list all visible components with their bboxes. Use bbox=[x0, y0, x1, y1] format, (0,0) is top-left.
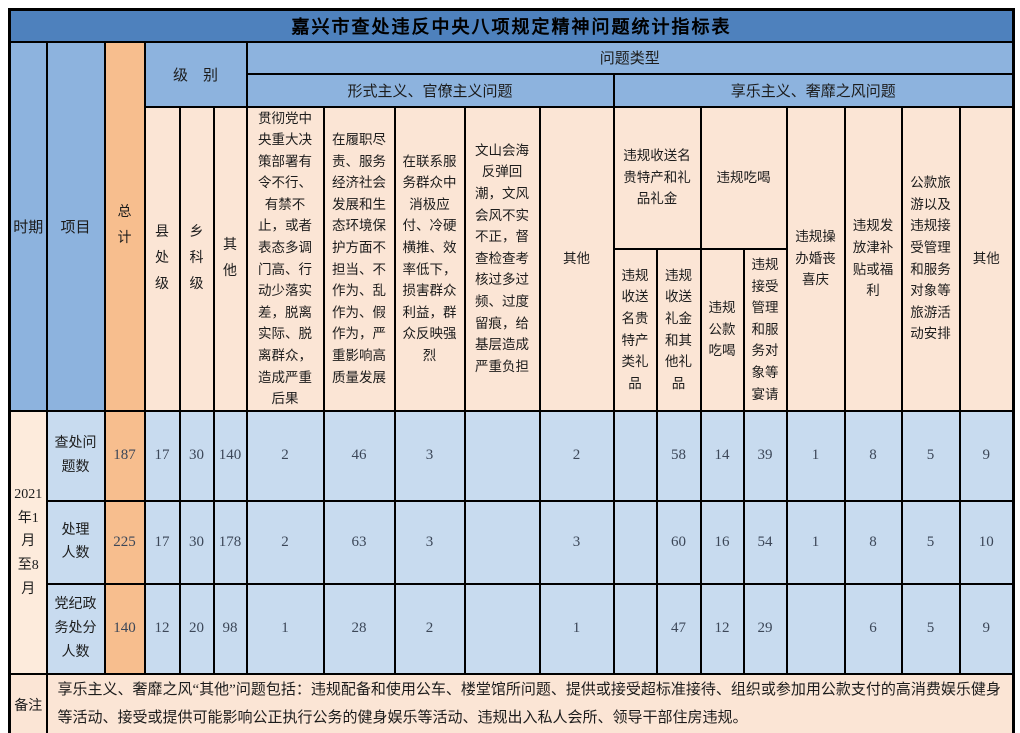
header-level-col-county-label: 县处级 bbox=[154, 224, 169, 292]
data-cell: 58 bbox=[655, 409, 702, 502]
data-cell: 3 bbox=[393, 409, 466, 502]
table-title: 嘉兴市查处违反中央八项规定精神问题统计指标表 bbox=[8, 8, 1015, 43]
data-cell: 98 bbox=[212, 582, 248, 675]
data-cell: 17 bbox=[143, 409, 181, 502]
data-cell: 1 bbox=[538, 582, 615, 675]
data-cell: 3 bbox=[393, 499, 466, 585]
data-cell: 14 bbox=[699, 409, 745, 502]
data-cell: 54 bbox=[742, 499, 788, 585]
data-cell: 2 bbox=[538, 409, 615, 502]
data-cell: 30 bbox=[178, 499, 215, 585]
data-cell: 1 bbox=[785, 499, 846, 585]
header-formalism-col-2: 在联系服务群众中消极应付、冷硬横推、效率低下，损害群众利益，群众反映强烈 bbox=[393, 105, 466, 412]
data-cell: 12 bbox=[699, 582, 745, 675]
data-cell bbox=[463, 582, 541, 675]
data-cell: 8 bbox=[843, 409, 903, 502]
header-level-col-other: 其他 bbox=[212, 105, 248, 412]
data-cell: 46 bbox=[322, 409, 396, 502]
data-cell bbox=[785, 582, 846, 675]
header-gift-col-0: 违规收送名贵特产类礼品 bbox=[612, 247, 658, 412]
header-level: 级 别 bbox=[143, 40, 248, 108]
header-level-col-other-label: 其他 bbox=[222, 237, 237, 279]
header-hedonism-col-other: 其他 bbox=[958, 105, 1015, 412]
row-total-0: 187 bbox=[103, 409, 146, 502]
row-total-2: 140 bbox=[103, 582, 146, 675]
header-hedonism-group: 享乐主义、奢靡之风问题 bbox=[612, 72, 1015, 108]
row-label-0: 查处问 题数 bbox=[45, 409, 106, 502]
header-total-label: 总计 bbox=[117, 205, 132, 247]
header-gift-group: 违规收送名贵特产和礼品礼金 bbox=[612, 105, 702, 250]
data-cell: 12 bbox=[143, 582, 181, 675]
data-cell: 10 bbox=[958, 499, 1015, 585]
row-total-1: 225 bbox=[103, 499, 146, 585]
data-cell: 30 bbox=[178, 409, 215, 502]
data-cell: 178 bbox=[212, 499, 248, 585]
data-cell: 29 bbox=[742, 582, 788, 675]
row-label-1: 处理 人数 bbox=[45, 499, 106, 585]
header-formalism-group: 形式主义、官僚主义问题 bbox=[245, 72, 615, 108]
header-period: 时期 bbox=[8, 40, 48, 412]
statistics-table: 嘉兴市查处违反中央八项规定精神问题统计指标表 时期 项目 总计 级 别 问题类型… bbox=[8, 8, 1016, 733]
header-total: 总计 bbox=[103, 40, 146, 412]
data-cell: 28 bbox=[322, 582, 396, 675]
header-level-col-county: 县处级 bbox=[143, 105, 181, 412]
data-cell: 9 bbox=[958, 582, 1015, 675]
data-cell bbox=[463, 409, 541, 502]
data-cell: 2 bbox=[245, 499, 325, 585]
header-hedonism-col-travel: 公款旅游以及违规接受管理和服务对象等旅游活动安排 bbox=[900, 105, 961, 412]
data-cell: 140 bbox=[212, 409, 248, 502]
header-formalism-col-other: 其他 bbox=[538, 105, 615, 412]
data-cell: 5 bbox=[900, 409, 961, 502]
header-project: 项目 bbox=[45, 40, 106, 412]
data-cell bbox=[612, 409, 658, 502]
header-hedonism-col-allowance: 违规发放津补贴或福利 bbox=[843, 105, 903, 412]
data-cell bbox=[612, 582, 658, 675]
data-cell: 60 bbox=[655, 499, 702, 585]
header-level-col-township-label: 乡科级 bbox=[189, 224, 204, 292]
header-formalism-col-1: 在履职尽责、服务经济社会发展和生态环境保护方面不担当、不作为、乱作为、假作为，严… bbox=[322, 105, 396, 412]
data-cell: 5 bbox=[900, 582, 961, 675]
period-cell: 2021 年1月 至8月 bbox=[8, 409, 48, 675]
data-cell: 3 bbox=[538, 499, 615, 585]
data-cell: 1 bbox=[785, 409, 846, 502]
data-cell: 2 bbox=[245, 409, 325, 502]
header-formalism-col-0: 贯彻党中央重大决策部署有令不行、有禁不止，或者表态多调门高、行动少落实差，脱离实… bbox=[245, 105, 325, 412]
data-cell: 9 bbox=[958, 409, 1015, 502]
row-label-2: 党纪政 务处分 人数 bbox=[45, 582, 106, 675]
header-formalism-col-3: 文山会海反弹回潮，文风会风不实不正，督查检查考核过多过频、过度留痕，给基层造成严… bbox=[463, 105, 541, 412]
header-hedonism-col-wedding: 违规操办婚丧喜庆 bbox=[785, 105, 846, 412]
data-cell bbox=[463, 499, 541, 585]
data-cell: 1 bbox=[245, 582, 325, 675]
data-cell bbox=[612, 499, 658, 585]
header-level-col-township: 乡科级 bbox=[178, 105, 215, 412]
data-cell: 8 bbox=[843, 499, 903, 585]
data-cell: 63 bbox=[322, 499, 396, 585]
data-cell: 5 bbox=[900, 499, 961, 585]
header-problem-type: 问题类型 bbox=[245, 40, 1015, 75]
data-cell: 20 bbox=[178, 582, 215, 675]
data-cell: 2 bbox=[393, 582, 466, 675]
data-cell: 6 bbox=[843, 582, 903, 675]
data-cell: 47 bbox=[655, 582, 702, 675]
data-cell: 16 bbox=[699, 499, 745, 585]
header-gift-col-1: 违规收送礼金和其他礼品 bbox=[655, 247, 702, 412]
note-text: 享乐主义、奢靡之风“其他”问题包括：违规配备和使用公车、楼堂馆所问题、提供或接受… bbox=[45, 672, 1015, 733]
data-cell: 39 bbox=[742, 409, 788, 502]
data-cell: 17 bbox=[143, 499, 181, 585]
header-dining-group: 违规吃喝 bbox=[699, 105, 788, 250]
header-dining-col-1: 违规接受管理和服务对象等宴请 bbox=[742, 247, 788, 412]
header-dining-col-0: 违规公款吃喝 bbox=[699, 247, 745, 412]
note-label: 备注 bbox=[8, 672, 48, 733]
